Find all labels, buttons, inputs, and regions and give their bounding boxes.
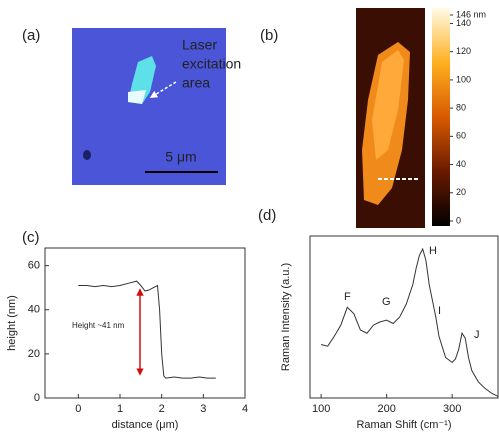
peak-label: F <box>344 291 351 303</box>
arrow <box>149 81 177 98</box>
scale-bar-label: 5 μm <box>165 149 196 165</box>
y-axis-label: Raman Intensity (a.u.) <box>280 263 292 371</box>
flake-edge <box>128 90 146 104</box>
defect <box>83 150 91 160</box>
colorbar-tick-label: 60 <box>456 131 466 141</box>
annotation: excitation <box>182 56 241 72</box>
colorbar-tick-label: 120 <box>456 46 471 56</box>
plot-frame <box>44 247 246 399</box>
annotation: area <box>182 75 210 91</box>
data-line <box>78 280 216 379</box>
colorbar-tick-label: 100 <box>456 74 471 84</box>
x-tick-label: 200 <box>377 403 395 415</box>
colorbar-tick-label: 80 <box>456 102 466 112</box>
panel-label: (b) <box>260 27 278 44</box>
colorbar-tick-label: 20 <box>456 187 466 197</box>
colorbar-tick-label: 40 <box>456 159 466 169</box>
x-tick-label: 4 <box>242 403 248 415</box>
optical-image <box>72 28 226 185</box>
peak-label: H <box>429 245 437 257</box>
colorbar-tick-label: 140 <box>456 18 471 28</box>
x-axis-label: distance (μm) <box>112 419 179 431</box>
x-tick-label: 2 <box>159 403 165 415</box>
x-tick-label: 300 <box>443 403 461 415</box>
panel-label: (d) <box>258 207 276 224</box>
y-tick-label: 0 <box>34 392 40 404</box>
y-tick-label: 60 <box>28 260 40 272</box>
annotation: Height ~41 nm <box>72 321 125 330</box>
peak-label: I <box>438 305 441 317</box>
colorbar <box>432 8 450 226</box>
x-tick-label: 1 <box>117 403 123 415</box>
colorbar-tick-label: 0 <box>456 215 461 225</box>
peak-label: G <box>382 296 391 308</box>
x-tick-label: 3 <box>200 403 206 415</box>
y-axis-label: height (nm) <box>6 295 18 351</box>
annotation: Laser <box>182 37 217 53</box>
plot-frame <box>309 235 499 399</box>
panel-label: (c) <box>22 229 40 246</box>
x-tick-label: 100 <box>312 403 330 415</box>
colorbar-tick-label: 146 nm <box>456 9 486 19</box>
afm-flake-top <box>372 50 404 160</box>
y-tick-label: 20 <box>28 348 40 360</box>
y-tick-label: 40 <box>28 304 40 316</box>
peak-label: J <box>474 329 480 341</box>
x-tick-label: 0 <box>75 403 81 415</box>
x-axis-label: Raman Shift (cm⁻¹) <box>356 419 451 431</box>
panel-label: (a) <box>22 27 40 44</box>
data-line <box>320 247 499 397</box>
